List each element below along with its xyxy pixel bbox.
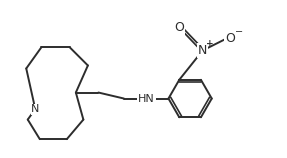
Text: N: N	[31, 104, 39, 114]
Text: N: N	[198, 44, 208, 57]
Text: HN: HN	[138, 94, 155, 103]
Text: O: O	[174, 21, 184, 34]
Text: +: +	[205, 39, 213, 48]
Text: −: −	[235, 27, 243, 37]
Text: O: O	[225, 32, 235, 45]
